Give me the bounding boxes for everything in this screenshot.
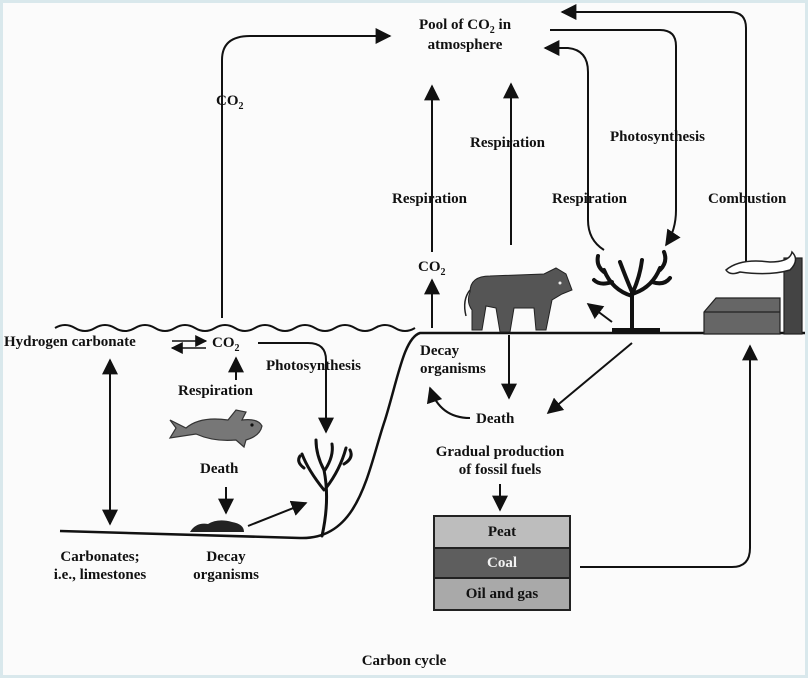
decay-water-line1: Decay: [206, 549, 246, 565]
layer-oil-gas: [433, 577, 571, 611]
layer-coal-label: Coal: [487, 555, 517, 571]
decay-land-line1: Decay: [420, 343, 460, 359]
label-death-water: Death: [200, 461, 239, 477]
label-death-land: Death: [476, 411, 515, 427]
arrow-pool-to-tree-photosynthesis: [550, 29, 681, 247]
arrow-decay-to-plant: [247, 500, 308, 527]
fish-illustration: [168, 409, 263, 449]
cow-illustration: [463, 267, 573, 333]
pool-title-tail: in: [494, 17, 512, 33]
diagram-caption: Carbon cycle: [361, 653, 447, 669]
layer-oil-gas-label: Oil and gas: [465, 586, 539, 602]
tree-illustration: [592, 250, 672, 332]
aquatic-plant-illustration: [297, 438, 353, 538]
decay-water-line2: organisms: [193, 567, 259, 583]
fossil-line2: of fossil fuels: [458, 462, 542, 478]
carbonates-line1: Carbonates;: [60, 549, 140, 565]
decay-matter-water: [190, 520, 244, 532]
decay-land-line2: organisms: [420, 361, 486, 377]
sea-floor-shore: [59, 331, 805, 540]
pool-title: Pool of CO2 in atmosphere: [390, 16, 540, 54]
co2-land-main: CO: [418, 259, 441, 275]
co2-label-land: CO2: [418, 258, 446, 278]
co2-land-sub: 2: [440, 267, 446, 278]
label-photosynthesis-land: Photosynthesis: [610, 129, 706, 145]
fossil-layers: [433, 515, 571, 611]
layer-peat-label: Peat: [487, 524, 517, 540]
label-respiration-land-left: Respiration: [392, 191, 467, 207]
arrow-death-to-decay: [426, 386, 471, 419]
co2-water-main: CO: [212, 335, 235, 351]
co2-water-sub: 2: [234, 343, 240, 354]
layer-peat: [433, 515, 571, 549]
fossil-line1: Gradual production: [435, 444, 565, 460]
arrow-combustion-to-pool: [560, 4, 747, 262]
layer-coal: [433, 547, 571, 579]
label-decay-land: Decay organisms: [420, 342, 486, 378]
arrow-tree-respiration-to-pool: [543, 40, 605, 251]
label-respiration-water: Respiration: [178, 383, 253, 399]
co2-label-ocean-up: CO2: [216, 92, 244, 112]
arrow-plant-to-tree: [586, 303, 613, 323]
label-photosynthesis-water: Photosynthesis: [266, 358, 362, 374]
pool-title-main: Pool of CO: [418, 17, 490, 33]
water-surface-waves: [54, 324, 416, 332]
co2-ocean-main: CO: [216, 93, 239, 109]
label-respiration-land-mid: Respiration: [470, 135, 545, 151]
factory-illustration: [703, 250, 803, 335]
label-hydrogen-carbonate: Hydrogen carbonate: [4, 334, 136, 350]
label-decay-water: Decay organisms: [186, 548, 266, 584]
carbonates-line2: i.e., limestones: [53, 567, 147, 583]
label-carbonates: Carbonates; i.e., limestones: [30, 548, 170, 584]
label-respiration-land-right: Respiration: [552, 191, 627, 207]
arrow-fossil-to-factory: [580, 344, 758, 568]
label-combustion: Combustion: [708, 191, 787, 207]
pool-title-subscript: 2: [489, 25, 495, 36]
arrow-water-co2-to-plant: [258, 342, 334, 434]
arrow-tree-to-death: [546, 342, 633, 415]
pool-title-line2: atmosphere: [427, 37, 503, 53]
arrow-ocean-co2-to-pool: [221, 28, 392, 318]
label-fossil-production: Gradual production of fossil fuels: [410, 443, 590, 479]
co2-ocean-sub: 2: [238, 101, 244, 112]
tree-base: [612, 328, 660, 333]
co2-label-water: CO2: [212, 334, 240, 354]
